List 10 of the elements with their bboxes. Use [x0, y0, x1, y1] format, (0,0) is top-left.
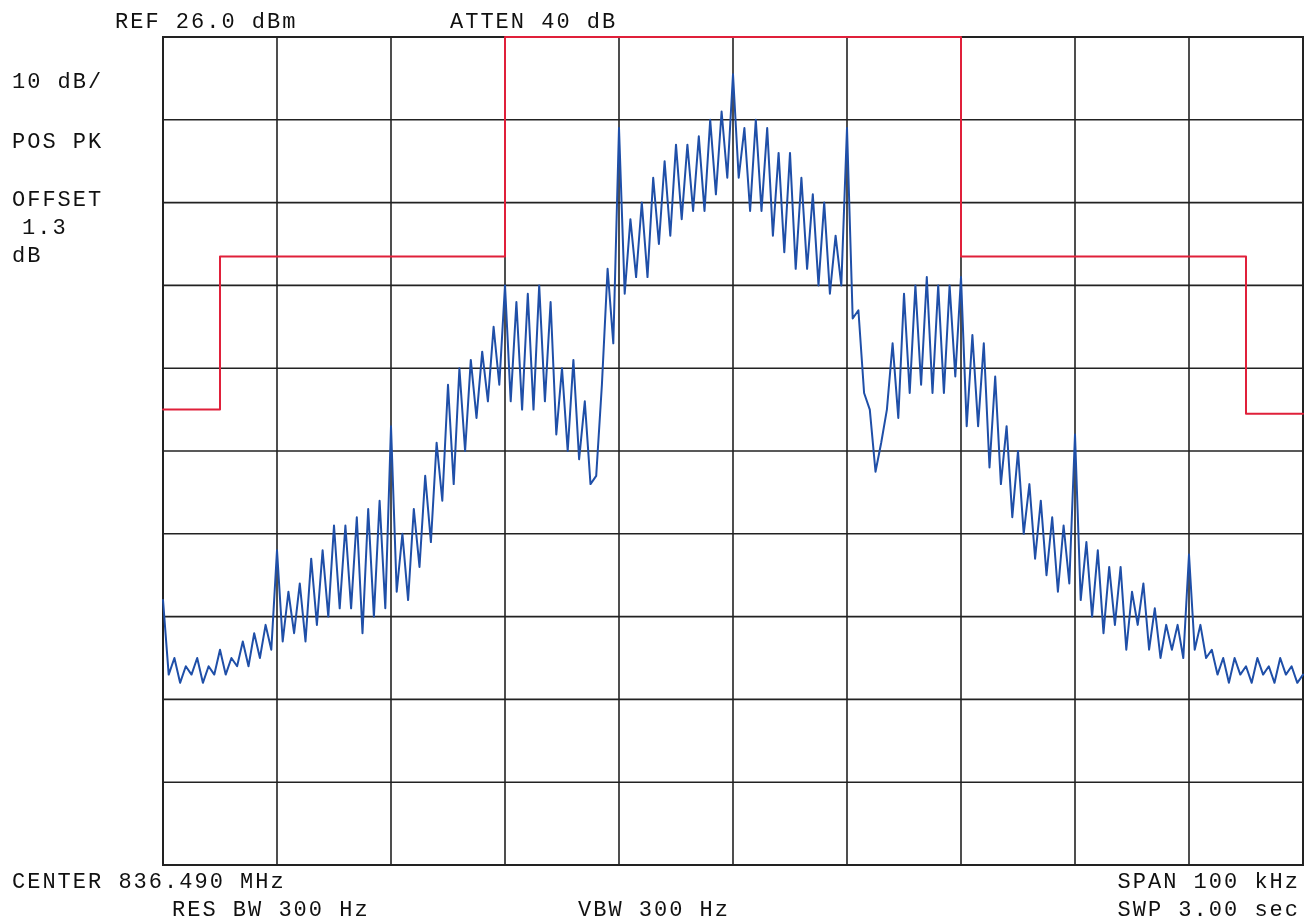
text: REF 26.0 dBm — [115, 10, 298, 35]
text: SPAN 100 kHz — [1117, 870, 1300, 895]
text: OFFSET 1.3 dB — [12, 188, 104, 269]
text: POS PK — [12, 130, 104, 155]
text: RES BW 300 Hz — [172, 898, 370, 922]
text: 10 dB/ — [12, 70, 104, 95]
text: SWP 3.00 sec — [1117, 898, 1300, 922]
text: CENTER 836.490 MHz — [12, 870, 286, 895]
text: VBW 300 Hz — [578, 898, 731, 922]
text: ATTEN 40 dB — [450, 10, 618, 35]
